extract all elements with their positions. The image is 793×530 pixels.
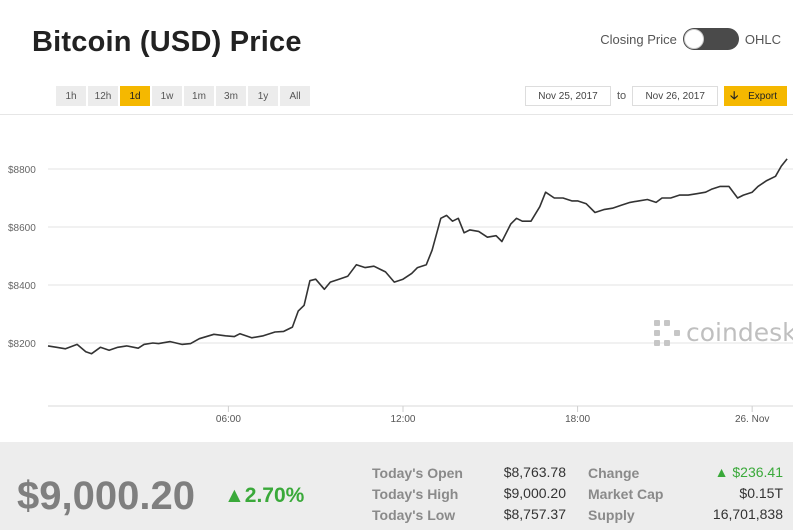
header-divider: [0, 114, 793, 115]
coindesk-wordmark: coindesk: [686, 318, 793, 347]
export-label: Export: [748, 90, 777, 102]
todays-open-label: Today's Open: [372, 465, 463, 481]
price-change-percent: ▲2.70%: [224, 484, 304, 508]
date-to-label: to: [617, 90, 627, 102]
date-to-input[interactable]: Nov 26, 2017: [632, 86, 719, 106]
x-tick-label: 18:00: [565, 414, 590, 425]
toggle-knob[interactable]: [683, 29, 704, 49]
export-button[interactable]: 🡣 Export: [724, 86, 787, 106]
price-chart: $8200 $8400 $8600 $8800 06:00 12:00 18:00 26. N…: [8, 158, 793, 425]
range-button-3m[interactable]: 3m: [216, 86, 246, 106]
date-from-input[interactable]: Nov 25, 2017: [525, 86, 611, 106]
price-mode-toggle-group: Closing Price OHLC: [600, 28, 781, 50]
range-button-1d[interactable]: 1d: [120, 86, 150, 106]
y-tick-label: $8600: [8, 223, 36, 234]
todays-open-value: $8,763.78: [503, 464, 566, 480]
ohlc-label: OHLC: [744, 31, 781, 47]
price-mode-toggle[interactable]: [682, 28, 739, 50]
todays-low-label: Today's Low: [372, 507, 456, 523]
current-price: $9,000.20: [17, 474, 195, 518]
y-tick-label: $8400: [8, 281, 36, 292]
supply-label: Supply: [588, 507, 635, 523]
price-series-line: [47, 158, 788, 355]
page-title: Bitcoin (USD) Price: [32, 26, 302, 58]
up-triangle-icon: ▲: [224, 484, 245, 507]
range-button-1y[interactable]: 1y: [248, 86, 278, 106]
price-change-percent-value: 2.70%: [244, 484, 305, 507]
supply-value: 16,701,838: [712, 506, 783, 522]
range-button-1m[interactable]: 1m: [184, 86, 214, 106]
todays-high-value: $9,000.20: [503, 485, 566, 501]
x-tick-label: 26. Nov: [735, 414, 769, 425]
x-tick-label: 06:00: [216, 414, 241, 425]
coindesk-watermark: coindesk: [654, 318, 793, 347]
y-tick-label: $8800: [8, 165, 36, 176]
todays-high-label: Today's High: [372, 486, 459, 502]
y-tick-label: $8200: [8, 339, 36, 350]
range-button-12h[interactable]: 12h: [88, 86, 118, 106]
coindesk-logo-icon: [654, 319, 680, 346]
x-tick-label: 12:00: [390, 414, 415, 425]
date-range-picker: Nov 25, 2017 to Nov 26, 2017 🡣 Export: [525, 86, 787, 106]
range-button-1w[interactable]: 1w: [152, 86, 182, 106]
price-summary-footer: $9,000.20 ▲2.70% Today's Open Today's Hi…: [0, 442, 793, 530]
market-cap-label: Market Cap: [588, 486, 664, 502]
change-value: ▲ $236.41: [714, 464, 783, 480]
range-button-all[interactable]: All: [280, 86, 310, 106]
range-selector: 1h 12h 1d 1w 1m 3m 1y All: [56, 86, 310, 106]
closing-price-label: Closing Price: [600, 31, 677, 47]
todays-low-value: $8,757.37: [503, 506, 566, 522]
range-button-1h[interactable]: 1h: [56, 86, 86, 106]
change-label: Change: [588, 465, 640, 481]
download-arrow-icon: 🡣: [730, 89, 739, 102]
market-cap-value: $0.15T: [739, 485, 783, 501]
